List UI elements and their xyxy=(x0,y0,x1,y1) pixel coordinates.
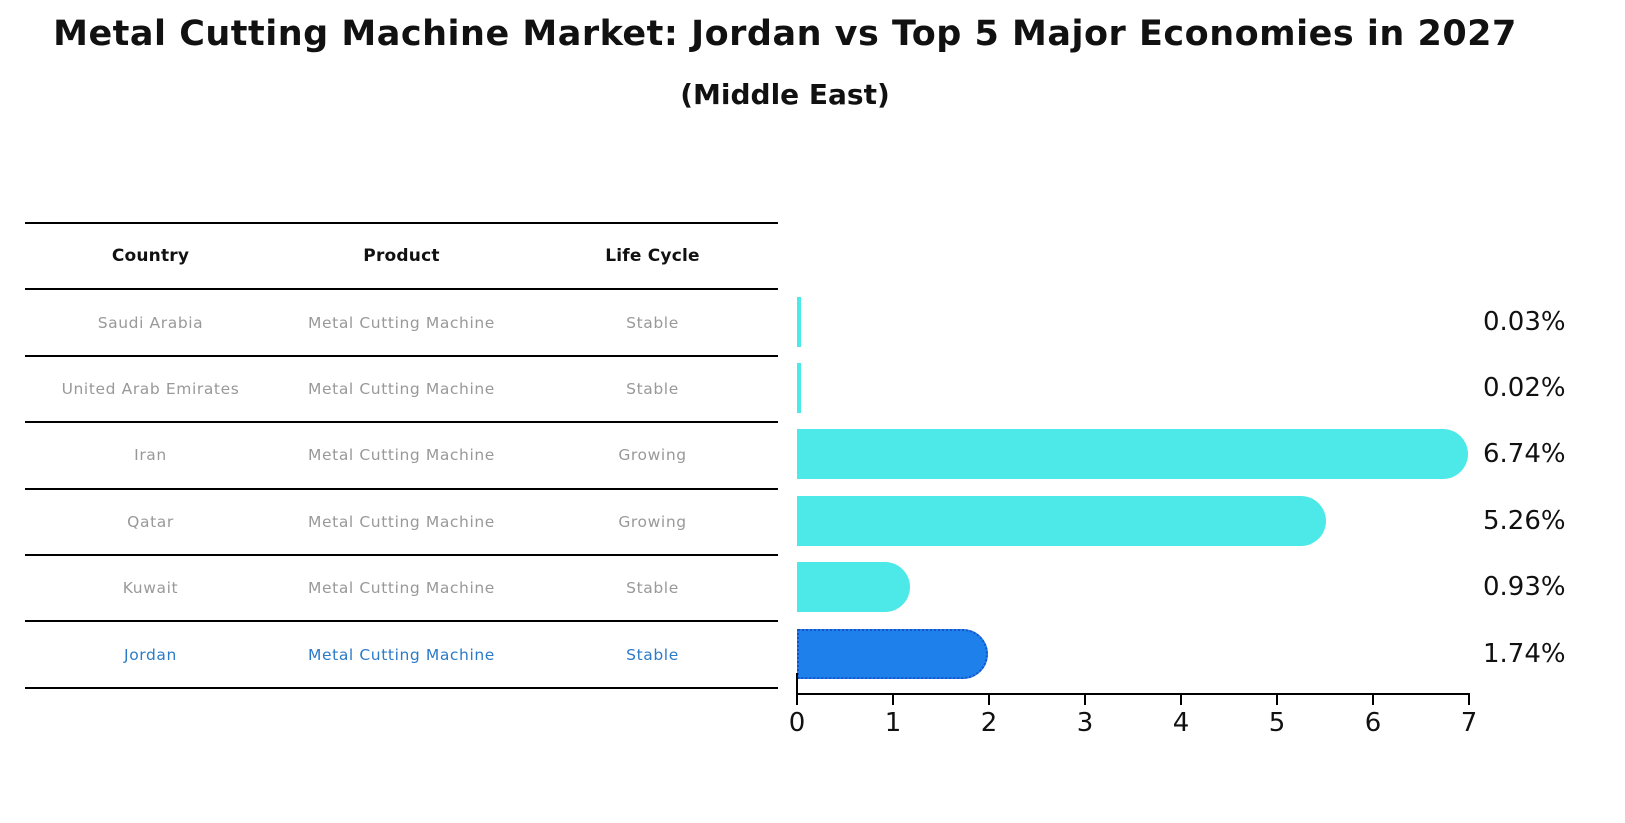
x-axis-tick xyxy=(1468,695,1470,705)
bar-saudi-arabia xyxy=(797,296,801,347)
x-axis-tick xyxy=(796,695,798,705)
bar-kuwait xyxy=(797,562,911,613)
column-header: Life Cycle xyxy=(605,246,700,267)
table-body: Saudi Arabia Metal Cutting Machine Stable U… xyxy=(25,290,778,689)
cell-product: Metal Cutting Machine xyxy=(308,579,495,598)
y-axis-spine xyxy=(796,673,798,693)
value-label: 0.03% xyxy=(1483,306,1566,337)
table-row: United Arab Emirates Metal Cutting Machin… xyxy=(25,357,778,424)
chart-title: Metal Cutting Machine Market: Jordan vs … xyxy=(53,14,1517,54)
x-axis-tick-label: 2 xyxy=(980,708,998,738)
x-axis-tick-label: 6 xyxy=(1364,708,1382,738)
x-axis-tick xyxy=(988,695,990,705)
cell-product: Metal Cutting Machine xyxy=(308,313,495,332)
cell-country: Qatar xyxy=(127,512,174,531)
cell-country: Saudi Arabia xyxy=(97,313,204,332)
value-label: 6.74% xyxy=(1483,439,1566,470)
x-axis-tick-label: 4 xyxy=(1172,708,1190,738)
cell-life_cycle: Stable xyxy=(626,579,679,598)
table-row: Kuwait Metal Cutting Machine Stable xyxy=(25,556,778,623)
cell-country: Kuwait xyxy=(122,579,179,598)
cell-life_cycle: Stable xyxy=(626,379,679,398)
cell-country: United Arab Emirates xyxy=(61,379,240,398)
cell-product: Metal Cutting Machine xyxy=(308,512,495,531)
cell-product: Metal Cutting Machine xyxy=(308,446,495,465)
x-axis-line xyxy=(796,693,1470,695)
bar-iran xyxy=(797,429,1469,480)
bar-qatar xyxy=(797,495,1326,546)
table-row: Saudi Arabia Metal Cutting Machine Stable xyxy=(25,290,778,357)
x-axis-tick xyxy=(1276,695,1278,705)
x-axis-tick-label: 1 xyxy=(884,708,902,738)
cell-life_cycle: Stable xyxy=(626,313,679,332)
x-axis-tick-label: 5 xyxy=(1268,708,1286,738)
cell-product: Metal Cutting Machine xyxy=(308,645,495,664)
value-label: 5.26% xyxy=(1483,505,1566,536)
country-table: Country Product Life Cycle Saudi Arabia Met… xyxy=(25,222,778,689)
cell-country: Iran xyxy=(134,446,167,465)
column-header: Country xyxy=(111,246,190,267)
table-row: Qatar Metal Cutting Machine Growing xyxy=(25,490,778,556)
table-row: Jordan Metal Cutting Machine Stable xyxy=(25,622,778,689)
value-label: 0.93% xyxy=(1483,572,1566,603)
chart-subtitle: (Middle East) xyxy=(680,78,890,111)
cell-life_cycle: Growing xyxy=(618,446,687,465)
value-label: 1.74% xyxy=(1483,638,1566,669)
bar-jordan xyxy=(797,628,989,679)
cell-life_cycle: Growing xyxy=(618,512,687,531)
table-row: Iran Metal Cutting Machine Growing xyxy=(25,423,778,490)
x-axis-tick-label: 7 xyxy=(1460,708,1478,738)
x-axis-tick-label: 0 xyxy=(788,708,806,738)
table-header-row: Country Product Life Cycle xyxy=(25,224,778,291)
cell-life_cycle: Stable xyxy=(626,645,679,664)
column-header: Product xyxy=(363,246,440,267)
x-axis-tick xyxy=(1084,695,1086,705)
x-axis-tick xyxy=(1180,695,1182,705)
value-label: 0.02% xyxy=(1483,373,1566,403)
x-axis-tick-label: 3 xyxy=(1076,708,1094,738)
x-axis-tick xyxy=(1372,695,1374,705)
cell-country: Jordan xyxy=(124,645,177,664)
cell-product: Metal Cutting Machine xyxy=(308,379,495,398)
x-axis-tick xyxy=(892,695,894,705)
bar-united-arab-emirates xyxy=(797,363,801,413)
